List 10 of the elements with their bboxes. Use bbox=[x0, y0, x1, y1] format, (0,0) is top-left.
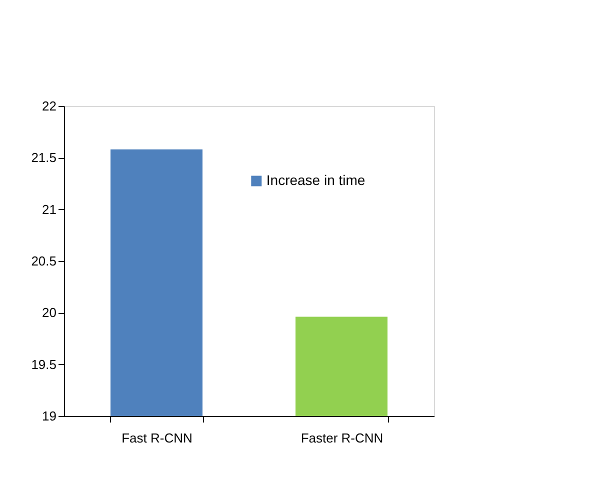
x-tick-label: Faster R-CNN bbox=[300, 430, 384, 446]
y-tick-label: 22 bbox=[42, 98, 56, 114]
y-tick-label: 20 bbox=[42, 305, 56, 320]
y-tick-label: 20.5 bbox=[31, 254, 56, 268]
y-tick-label: 21.5 bbox=[31, 150, 56, 166]
y-tick-label: 19.5 bbox=[31, 356, 56, 372]
y-tick-label: 21 bbox=[42, 202, 56, 217]
x-tick-label: Fast R-CNN bbox=[122, 430, 192, 446]
y-tick-label: 19 bbox=[42, 408, 56, 424]
legend-label: Increase in time bbox=[266, 172, 366, 188]
